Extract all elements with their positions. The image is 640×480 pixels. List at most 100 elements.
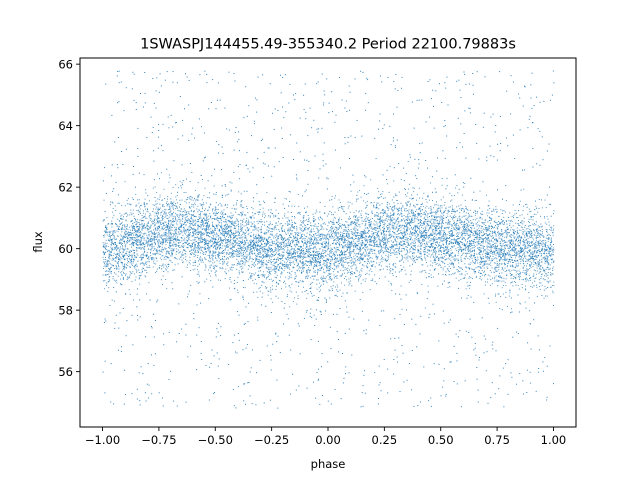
scatter-point [159,250,161,252]
scatter-point [249,240,251,242]
scatter-point [493,278,495,280]
scatter-point [519,215,521,217]
scatter-point [528,241,530,243]
scatter-point [380,196,382,198]
scatter-point [404,208,406,210]
scatter-point [145,242,147,244]
scatter-point [490,245,492,247]
scatter-point [370,265,372,266]
scatter-point [112,217,114,219]
scatter-point [285,243,287,245]
scatter-point [432,246,434,248]
scatter-point [195,222,197,224]
scatter-point [336,289,338,291]
scatter-point [254,278,256,280]
scatter-point [272,255,274,257]
scatter-point [414,224,416,226]
scatter-point [547,238,549,240]
scatter-point [248,233,250,235]
scatter-point [339,223,341,224]
scatter-point [104,247,106,249]
scatter-point [292,260,294,262]
scatter-point [426,229,428,231]
scatter-point [313,257,315,259]
scatter-point [518,220,519,221]
scatter-point [510,250,512,251]
scatter-point [491,226,493,227]
scatter-point [531,241,533,242]
scatter-point [166,217,168,219]
scatter-point [521,279,523,281]
scatter-point [332,254,334,256]
scatter-point [495,270,497,272]
scatter-point [251,207,253,208]
scatter-point [194,230,196,232]
scatter-point [445,238,447,240]
scatter-point [479,276,481,277]
scatter-point [330,247,332,249]
scatter-point [268,229,270,231]
scatter-point [126,225,128,227]
scatter-point [240,204,242,206]
scatter-point [417,257,419,259]
scatter-point [162,239,164,240]
scatter-point [268,290,270,292]
scatter-point [233,246,235,248]
scatter-point [439,226,441,228]
scatter-point [148,261,150,263]
scatter-point [286,264,288,266]
scatter-point [363,185,365,187]
scatter-point [316,235,318,236]
scatter-point [213,246,215,248]
scatter-point [451,212,453,214]
scatter-point [388,238,389,240]
scatter-point [404,254,406,256]
scatter-point [538,250,540,251]
scatter-point [390,240,392,242]
scatter-point [118,202,120,204]
scatter-point [241,204,243,206]
scatter-point [293,258,295,260]
scatter-point [190,254,192,255]
scatter-point [330,212,332,214]
scatter-point [480,250,481,252]
scatter-point [461,216,463,218]
scatter-point [121,244,122,246]
scatter-point [365,212,367,214]
scatter-point [437,233,438,235]
scatter-point [233,208,235,210]
scatter-point [451,224,453,226]
scatter-point [259,256,261,258]
scatter-point [332,249,333,250]
scatter-point [489,270,491,271]
scatter-point [422,232,424,234]
scatter-point [427,249,429,251]
scatter-point [528,231,530,233]
scatter-point [483,275,485,277]
scatter-point [141,259,143,261]
scatter-point [162,204,164,205]
scatter-point [138,272,140,273]
scatter-point [218,251,220,253]
scatter-point [302,226,304,228]
scatter-point [533,275,535,277]
scatter-point [221,247,223,249]
scatter-point [206,248,208,250]
scatter-point [296,242,298,244]
scatter-point [350,251,352,253]
scatter-point [215,257,216,259]
scatter-point [301,235,302,237]
scatter-point [372,278,374,280]
scatter-point [330,234,332,236]
scatter-point [231,247,233,249]
scatter-point [427,250,429,252]
scatter-point [259,229,261,231]
scatter-point [233,204,235,206]
scatter-point [318,287,320,289]
scatter-point [465,227,467,229]
scatter-point [233,234,235,236]
scatter-point [476,199,477,201]
scatter-point [509,289,511,291]
scatter-point [437,225,439,227]
scatter-point [128,277,130,279]
